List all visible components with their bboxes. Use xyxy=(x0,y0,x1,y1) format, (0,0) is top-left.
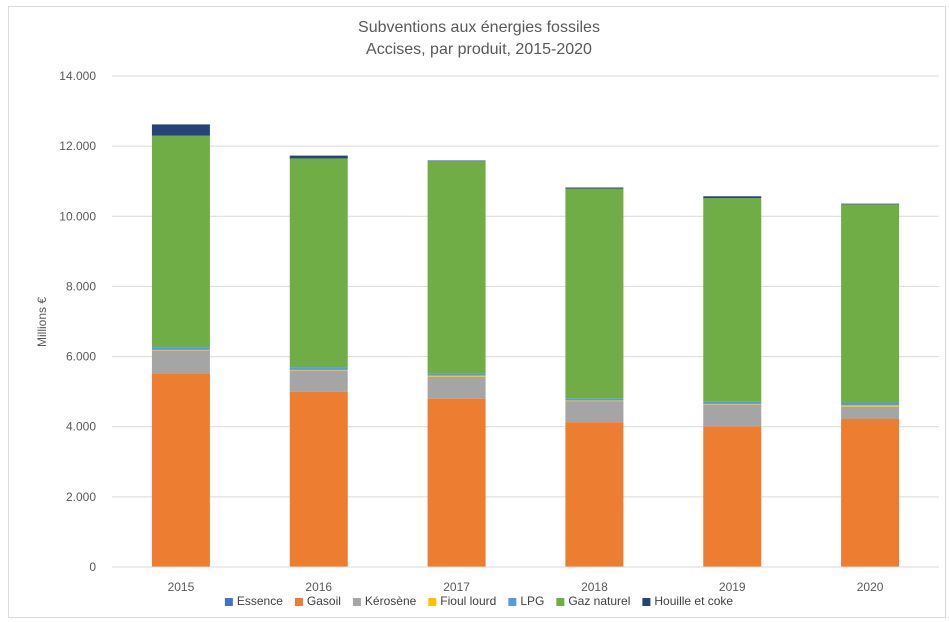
y-tick-label: 12.000 xyxy=(59,139,96,153)
y-tick-label: 0 xyxy=(89,560,96,574)
y-tick-label: 8.000 xyxy=(66,279,96,293)
bar-segment xyxy=(427,161,486,374)
bar-segment xyxy=(289,369,348,371)
bar-segment xyxy=(565,187,624,189)
y-tick-labels: 0 2.000 4.000 6.000 8.000 10.000 12.000 14.000 xyxy=(59,69,96,574)
x-tick-label: 2015 xyxy=(168,580,195,594)
legend: Essence Gasoil Kérosène Fioul lourd LPG Gaz n… xyxy=(224,594,733,608)
bar-segment xyxy=(841,204,900,403)
bar-segment xyxy=(289,367,348,370)
bar-segment xyxy=(841,406,900,419)
y-tick-label: 14.000 xyxy=(59,69,96,83)
bar-segment xyxy=(151,373,210,567)
x-tick-label: 2016 xyxy=(305,580,332,594)
legend-swatch xyxy=(224,598,233,606)
bar-segment xyxy=(841,418,900,567)
bar-segment xyxy=(289,391,348,567)
x-tick-label: 2020 xyxy=(857,580,884,594)
bar-segment xyxy=(427,398,486,567)
bar-segment xyxy=(565,188,624,399)
bar-segment xyxy=(151,349,210,351)
bar-segment xyxy=(703,401,762,404)
x-tick-label: 2017 xyxy=(443,580,470,594)
x-tick-labels: 2015 2016 2017 2018 2019 2020 xyxy=(168,580,884,594)
legend-label: Fioul lourd xyxy=(440,594,496,608)
bar-segment xyxy=(703,403,762,405)
bar-segment xyxy=(565,400,624,402)
y-tick-label: 2.000 xyxy=(66,490,96,504)
bar-segment xyxy=(703,426,762,567)
bar-segment xyxy=(427,376,486,399)
bar-segment xyxy=(289,370,348,392)
legend-item: Essence xyxy=(224,594,283,608)
gridlines xyxy=(112,75,939,498)
legend-label: LPG xyxy=(520,594,544,608)
x-tick-label: 2018 xyxy=(581,580,608,594)
bar-segment xyxy=(703,198,762,402)
bar-segment xyxy=(427,373,486,376)
bar-segment xyxy=(841,405,900,407)
x-tick-label: 2019 xyxy=(719,580,746,594)
bar-segment xyxy=(565,398,624,401)
y-tick-label: 10.000 xyxy=(59,209,96,223)
legend-item: Houille et coke xyxy=(642,594,733,608)
bar-segment xyxy=(151,124,210,136)
legend-item: Fioul lourd xyxy=(428,594,496,608)
bar-segment xyxy=(427,160,486,162)
legend-item: LPG xyxy=(508,594,544,608)
legend-label: Gasoil xyxy=(307,594,341,608)
legend-item: Gaz naturel xyxy=(556,594,630,608)
bar-segment xyxy=(289,155,348,159)
bar-segment xyxy=(427,375,486,377)
legend-label: Essence xyxy=(237,594,283,608)
y-axis-title: Millions € xyxy=(35,297,49,347)
y-tick-label: 4.000 xyxy=(66,420,96,434)
legend-label: Gaz naturel xyxy=(568,594,630,608)
bar-segment xyxy=(703,196,762,199)
legend-swatch xyxy=(294,598,303,606)
legend-item: Gasoil xyxy=(294,594,341,608)
bar-segment xyxy=(565,422,624,567)
chart-subtitle: Accises, par produit, 2015-2020 xyxy=(366,41,592,58)
chart-title: Subventions aux énergies fossiles xyxy=(358,19,600,36)
bar-segment xyxy=(841,203,900,205)
legend-swatch xyxy=(508,598,517,606)
bar-segment xyxy=(151,350,210,374)
y-tick-label: 6.000 xyxy=(66,350,96,364)
legend-label: Kérosène xyxy=(365,594,417,608)
bar-segment xyxy=(151,135,210,348)
legend-label: Houille et coke xyxy=(654,594,733,608)
bar-segment xyxy=(151,347,210,350)
bars xyxy=(151,124,900,567)
legend-swatch xyxy=(352,598,361,606)
bar-segment xyxy=(703,404,762,427)
bar-segment xyxy=(289,158,348,368)
legend-swatch xyxy=(428,598,437,606)
legend-item: Kérosène xyxy=(352,594,417,608)
bar-segment xyxy=(841,402,900,406)
legend-swatch xyxy=(642,598,651,606)
legend-swatch xyxy=(556,598,565,606)
bar-segment xyxy=(565,401,624,423)
